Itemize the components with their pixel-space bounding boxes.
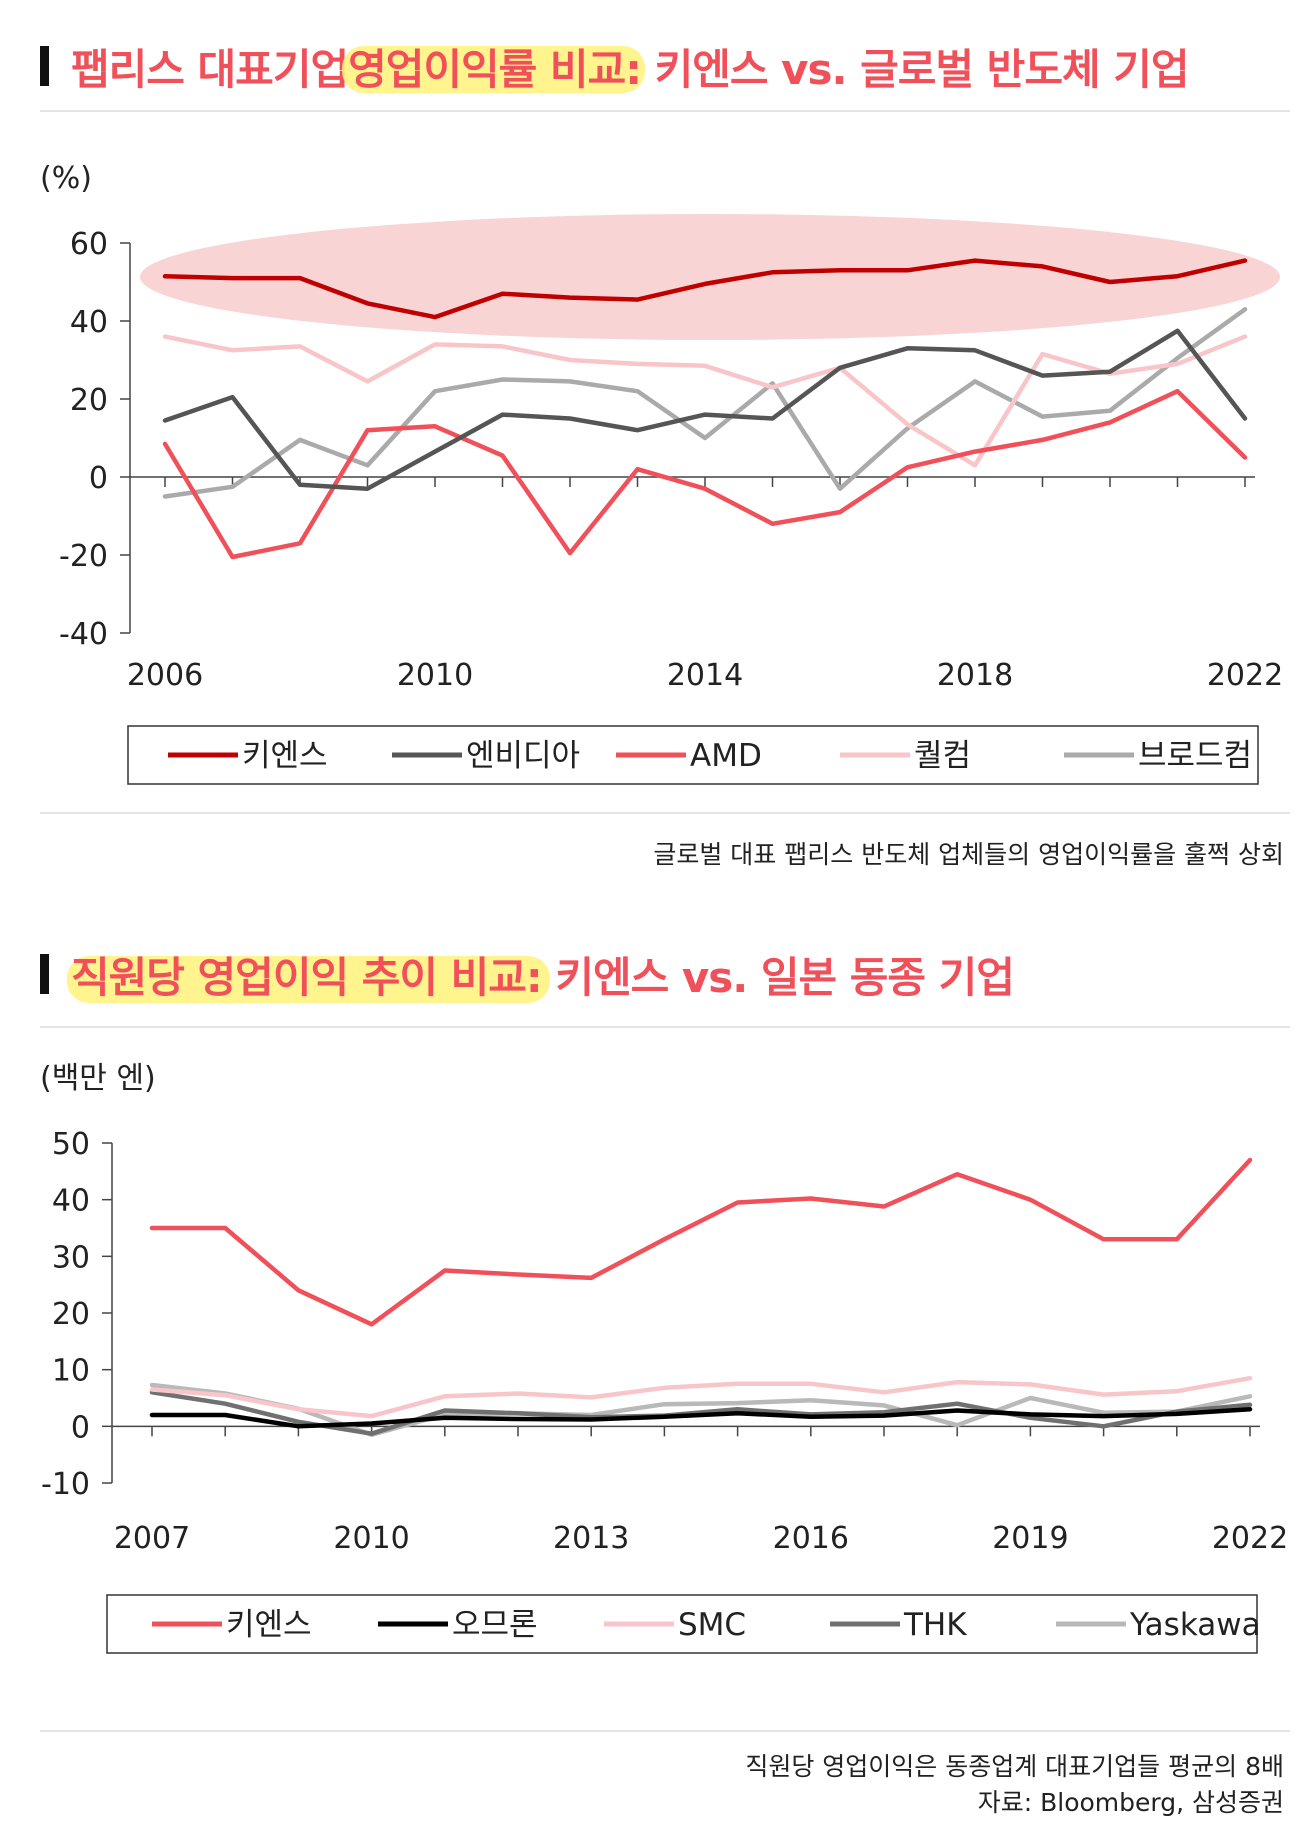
- x-tick-label: 2019: [992, 1521, 1068, 1556]
- chart1-svg: (%) 60 40 20 0 -20 -40 2006 2010 2014 2018 2022 키엔스 엔…: [40, 161, 1283, 785]
- series-line-퀄컴: [162, 334, 1248, 468]
- x-tick-label: 2022: [1207, 658, 1283, 693]
- series-line-키엔스: [149, 1157, 1253, 1327]
- chart1-title-pre: 팹리스 대표기업: [71, 44, 349, 94]
- chart2-title-highlight-wrap: 직원당 영업이익 추이 비교:: [67, 944, 550, 1005]
- title-highlight-band: [67, 955, 550, 1003]
- y-tick-label: 30: [52, 1240, 90, 1275]
- chart2-title-highlight: 직원당 영업이익 추이 비교:: [71, 952, 543, 1002]
- y-tick-label: 60: [70, 227, 108, 262]
- x-tick-label: 2018: [937, 658, 1013, 693]
- highlight-ellipse: [140, 214, 1280, 340]
- legend-label: 키엔스: [226, 1607, 312, 1643]
- series-line-SMC: [149, 1375, 1253, 1419]
- legend-label: SMC: [678, 1607, 746, 1643]
- chart2-title: 직원당 영업이익 추이 비교: 키엔스 vs. 일본 동종 기업: [40, 944, 1015, 1005]
- divider: [40, 1026, 1290, 1028]
- chart1-title-highlight: 영업이익률 비교:: [348, 44, 642, 94]
- x-tick-label: 2010: [333, 1521, 409, 1556]
- y-tick-label: 20: [70, 383, 108, 418]
- legend-label: THK: [903, 1607, 967, 1643]
- y-tick-label: 50: [52, 1127, 90, 1162]
- divider: [40, 110, 1290, 112]
- series-line-엔비디아: [162, 328, 1248, 491]
- y-tick-label: 40: [52, 1184, 90, 1219]
- y-tick-label: 0: [89, 461, 108, 496]
- legend-label: 퀄컴: [914, 738, 971, 774]
- y-tick-label: 40: [70, 305, 108, 340]
- series-line-브로드컴: [162, 307, 1248, 499]
- y-tick-label: -20: [59, 539, 108, 574]
- x-tick-label: 2007: [114, 1521, 190, 1556]
- y-tick-label: -40: [59, 617, 108, 652]
- legend-label: 키엔스: [242, 738, 328, 774]
- series-line-오므론: [149, 1407, 1253, 1429]
- title-marker-icon: [40, 954, 49, 994]
- source-note: 자료: Bloomberg, 삼성증권: [977, 1788, 1284, 1817]
- legend-label: 브로드컴: [1138, 738, 1252, 774]
- y-tick-label: 20: [52, 1297, 90, 1332]
- chart1-title-highlight-wrap: 영업이익률 비교:: [342, 36, 646, 97]
- legend-label: AMD: [690, 738, 762, 774]
- x-tick-label: 2022: [1212, 1521, 1288, 1556]
- legend-label: 오므론: [452, 1607, 538, 1643]
- series-line-키엔스: [162, 258, 1248, 320]
- chart1-title-post: 키엔스 vs. 글로벌 반도체 기업: [641, 44, 1190, 94]
- chart1-title: 팹리스 대표기업 영업이익률 비교: 키엔스 vs. 글로벌 반도체 기업: [40, 36, 1190, 97]
- y-axis-unit-label: (백만 엔): [40, 1061, 156, 1096]
- y-tick-label: 10: [52, 1354, 90, 1389]
- x-tick-label: 2006: [127, 658, 203, 693]
- title-marker-icon: [40, 46, 49, 86]
- y-tick-label: 0: [71, 1410, 90, 1445]
- x-tick-label: 2016: [773, 1521, 849, 1556]
- divider: [40, 812, 1290, 814]
- series-line-Yaskawa: [149, 1382, 1253, 1438]
- chart2-caption: 직원당 영업이익은 동종업계 대표기업들 평균의 8배: [745, 1752, 1284, 1781]
- x-tick-label: 2010: [397, 658, 473, 693]
- y-axis-unit-label: (%): [40, 161, 92, 196]
- chart1-caption: 글로벌 대표 팹리스 반도체 업체들의 영업이익률을 훌쩍 상회: [653, 840, 1284, 869]
- series-line-AMD: [162, 388, 1248, 560]
- title-highlight-band: [342, 45, 646, 93]
- legend-label: 엔비디아: [466, 738, 580, 774]
- x-tick-label: 2014: [667, 658, 743, 693]
- series-line-THK: [149, 1390, 1253, 1436]
- chart2-title-post: 키엔스 vs. 일본 동종 기업: [541, 952, 1015, 1002]
- x-tick-label: 2013: [553, 1521, 629, 1556]
- y-tick-label: -10: [41, 1467, 90, 1502]
- legend-label: Yaskawa: [1129, 1607, 1261, 1643]
- divider: [40, 1730, 1290, 1732]
